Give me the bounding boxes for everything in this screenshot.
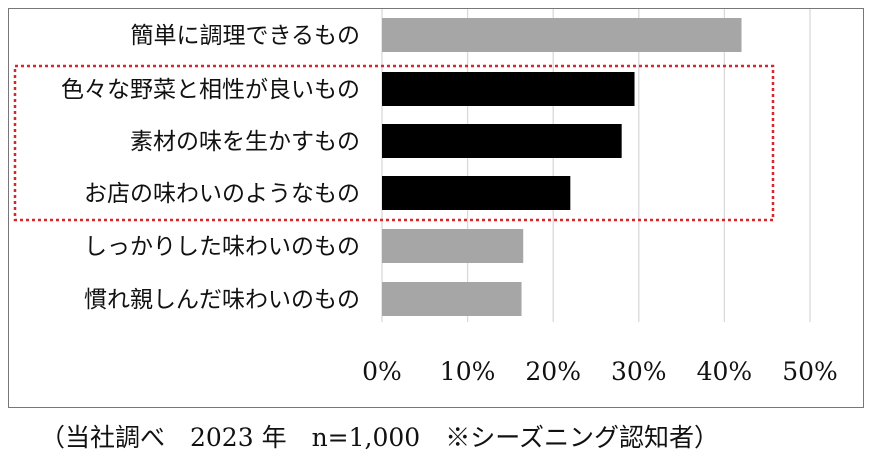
- bar: [382, 72, 635, 106]
- bars: [382, 18, 742, 316]
- source-note: （当社調べ 2023 年 n=1,000 ※シーズニング認知者）: [40, 423, 719, 452]
- bar: [382, 282, 522, 316]
- x-tick-labels: 0% 10% 20% 30% 40% 50%: [362, 357, 838, 386]
- x-tick-label: 0%: [362, 357, 402, 386]
- category-label: しっかりした味わいのもの: [84, 234, 360, 260]
- x-tick-label: 20%: [525, 357, 581, 386]
- x-tick-label: 30%: [611, 357, 667, 386]
- category-label: 慣れ親しんだ味わいのもの: [84, 287, 360, 313]
- category-label: 簡単に調理できるもの: [130, 23, 360, 49]
- category-label: 素材の味を生かすもの: [130, 129, 360, 155]
- bar: [382, 229, 524, 263]
- x-tick-label: 10%: [440, 357, 496, 386]
- bar: [382, 18, 742, 52]
- bar: [382, 124, 622, 158]
- gridlines: [381, 9, 811, 322]
- x-tick-label: 40%: [697, 357, 753, 386]
- bar: [382, 176, 571, 210]
- category-label: お店の味わいのようなもの: [84, 181, 360, 207]
- chart-frame: [8, 8, 864, 408]
- category-labels: 簡単に調理できるもの色々な野菜と相性が良いもの素材の味を生かすものお店の味わいの…: [61, 23, 360, 313]
- category-label: 色々な野菜と相性が良いもの: [61, 77, 360, 103]
- highlight-box: [13, 64, 775, 222]
- x-tick-label: 50%: [782, 357, 838, 386]
